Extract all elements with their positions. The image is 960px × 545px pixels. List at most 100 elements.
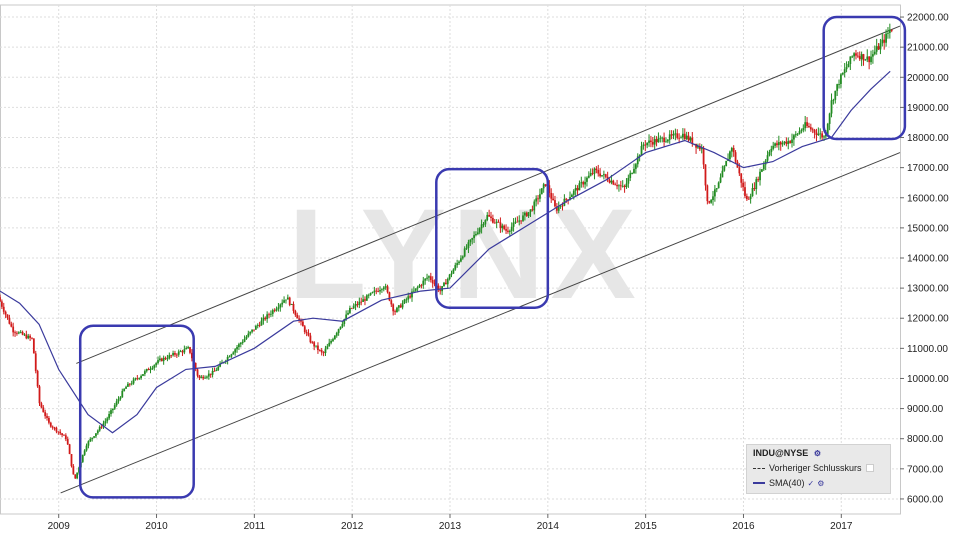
candle-body [571,194,573,197]
candle-up [721,165,724,178]
candle-body [537,198,539,200]
candle-down [595,166,598,174]
candle-body [332,339,334,341]
candle-down [779,141,782,151]
candle-body [268,314,270,316]
candle-body [23,334,26,336]
candle-down [740,173,743,188]
candle-body [115,401,118,406]
candle-body [168,355,171,359]
candle-up [860,51,863,67]
candle-body [121,390,124,398]
candle-down [433,279,436,287]
candle-body [145,369,148,372]
candle-body [870,56,872,63]
candle-body [301,321,304,327]
candle-body [91,437,94,440]
candle-body [582,182,585,185]
candle-up [143,369,146,377]
candle-body [452,269,455,274]
candle-down [676,129,679,140]
settings-icon[interactable]: ⚙ [813,449,821,458]
candle-body [766,155,769,161]
candle-body [288,297,291,305]
candle-down [813,128,816,139]
candle-body [653,139,656,145]
candle-body [542,184,545,189]
candle-body [708,201,711,203]
candle-body [855,53,857,56]
settings-icon[interactable]: ⚙ [817,478,825,488]
candle-up [241,339,244,345]
candle-up [751,183,754,197]
candle-up [450,270,453,278]
candle-up [155,362,158,368]
candle-down [431,276,434,288]
candle-body [612,180,615,185]
candle-down [55,426,58,434]
candle-body [8,317,11,324]
candle-body [838,84,840,85]
candle-body [40,403,43,408]
candle-body [597,169,600,174]
candle-down [883,34,886,50]
candle-up [260,317,263,326]
candle-down [25,330,28,340]
candle-body [589,173,592,176]
candle-body [318,350,321,351]
candle-body [409,296,412,298]
candle-up [123,388,126,392]
candle-body [734,152,737,162]
candle-body [143,371,146,375]
candle-down [34,350,37,374]
checkbox-icon[interactable] [865,464,874,472]
candle-up [836,83,839,96]
candle-body [610,180,613,183]
candle-body [877,46,880,50]
candle-body [862,54,865,61]
candle-down [128,383,131,387]
candle-body [725,161,728,167]
candle-up [106,416,109,424]
candle-up [379,286,381,295]
candle-up [132,377,135,385]
candle-up [172,350,174,357]
candle-up [347,310,349,316]
candle-up [689,136,692,143]
candle-body [411,291,413,298]
candle-down [53,426,56,431]
candle-down [8,314,11,325]
candle-body [367,294,370,296]
candle-body [732,148,735,153]
candle-body [426,277,428,279]
candle-down [294,309,297,317]
candle-down [202,375,205,381]
candle-body [853,53,855,57]
candle-body [76,472,79,479]
candle-down [576,185,579,196]
candle-up [117,396,120,404]
candle-body [130,383,133,385]
candle-down [198,374,201,381]
check-icon[interactable]: ✓ [807,478,815,488]
candle-up [627,174,630,188]
candle-body [175,354,178,356]
candle-body [841,73,844,75]
candle-body [631,173,634,174]
candle-body [127,383,129,387]
candle-body [499,222,502,229]
candle-body [17,332,20,334]
candle-up [232,351,235,355]
candle-body [273,310,276,312]
candle-down [855,49,857,60]
x-tick-label: 2012 [341,521,364,532]
candle-body [379,289,381,292]
candle-body [270,313,272,315]
y-tick-label: 15000.00 [907,223,949,234]
candle-body [260,320,263,326]
candle-down [550,188,553,203]
candle-body [317,345,319,351]
candle-body [140,375,142,378]
candle-body [608,180,611,183]
candle-body [744,187,746,197]
